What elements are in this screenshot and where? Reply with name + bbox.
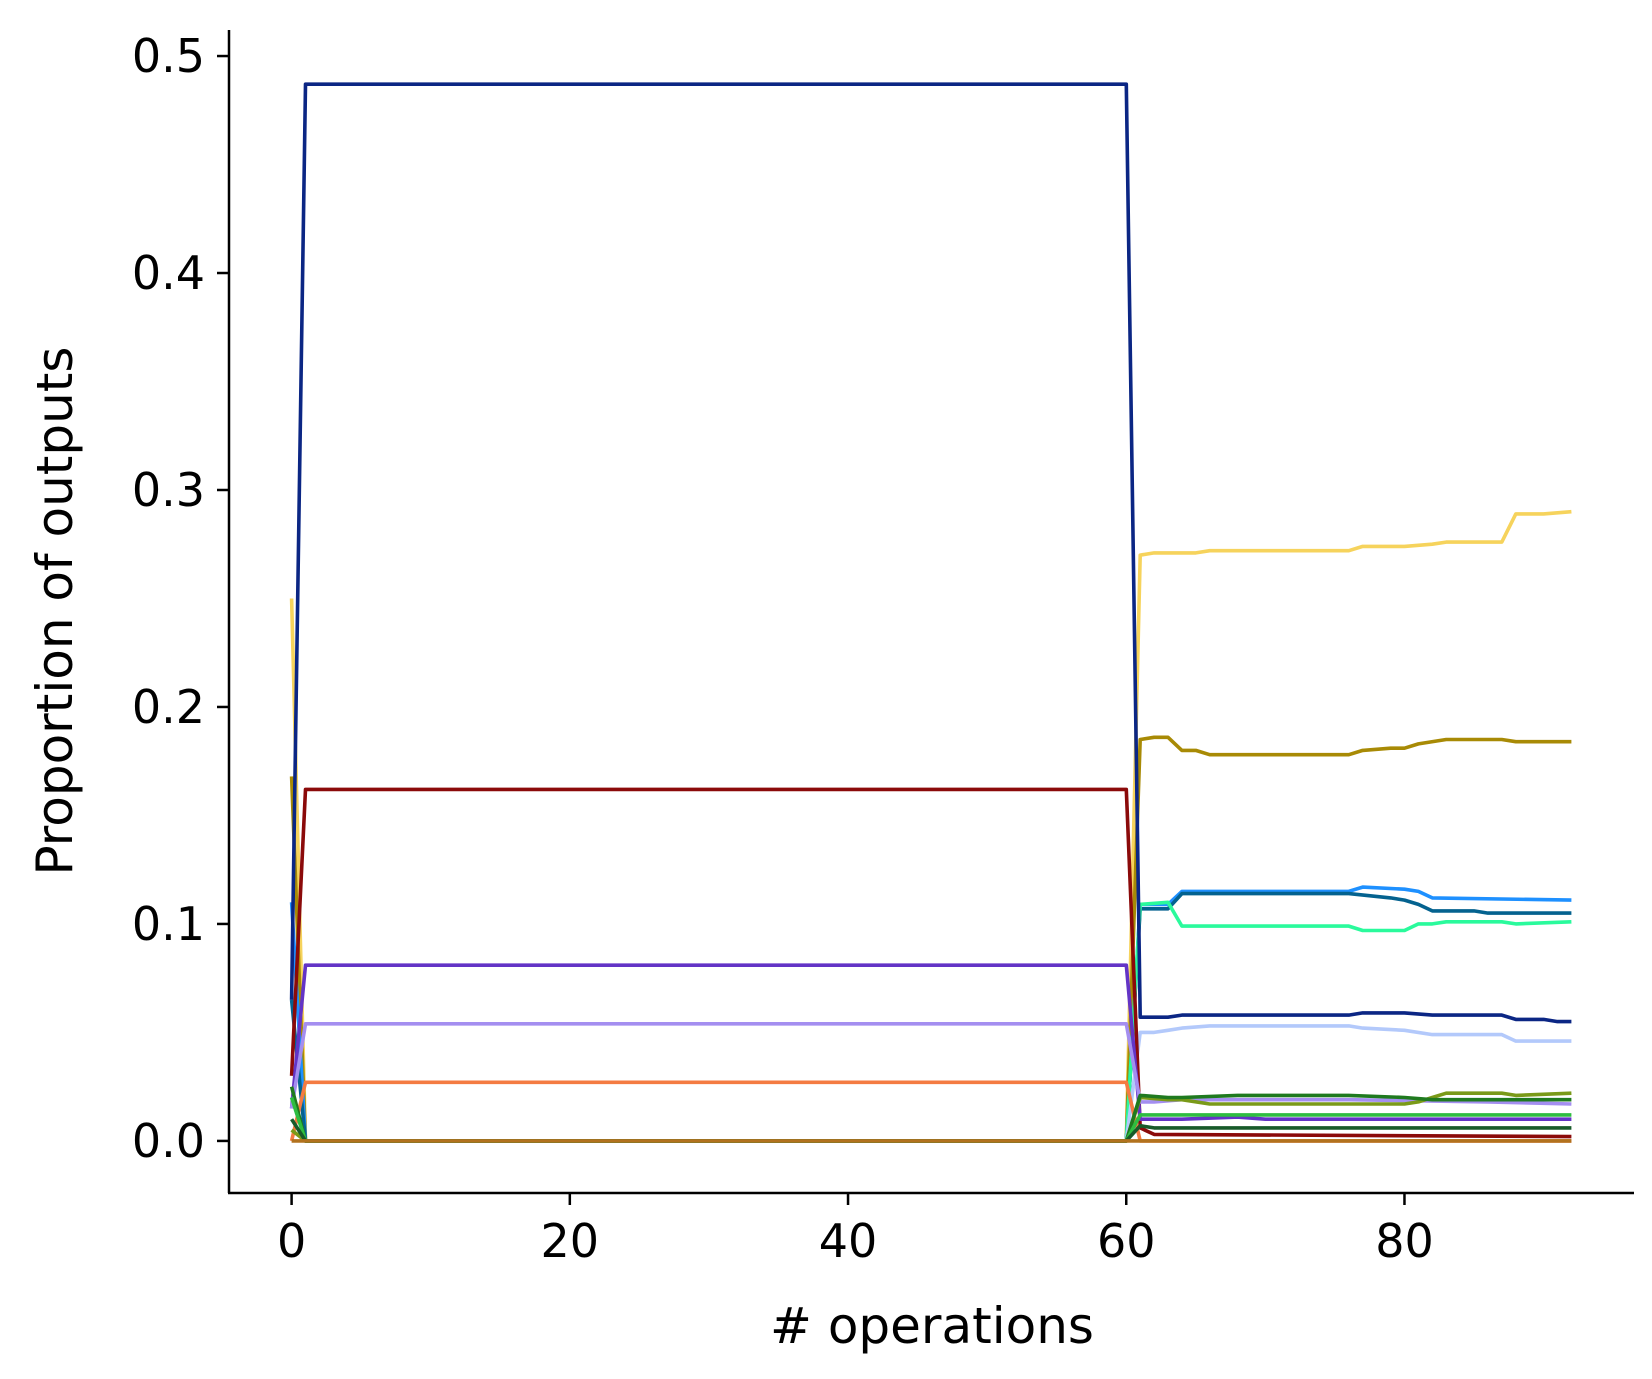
series-line-11 (289, 1080, 1572, 1143)
series-layer (289, 82, 1572, 1143)
x-axis-label: # operations (770, 1297, 1094, 1355)
y-axis-label: Proportion of outputs (26, 347, 84, 876)
y-tick-label: 0.0 (132, 1114, 205, 1168)
x-tick-label: 80 (1375, 1214, 1434, 1268)
series-line-9 (289, 963, 1572, 1121)
x-tick-label: 40 (819, 1214, 878, 1268)
series-line-2 (289, 735, 1572, 1143)
y-axis-ticks: 0.0 0.1 0.2 0.3 0.4 0.5 (132, 29, 229, 1168)
y-tick-label: 0.4 (132, 246, 205, 300)
y-tick-label: 0.1 (132, 897, 205, 951)
x-axis-ticks: 0 20 40 60 80 (277, 1193, 1434, 1268)
series-line-8 (289, 787, 1572, 1139)
y-tick-label: 0.5 (132, 29, 205, 83)
y-tick-label: 0.2 (132, 680, 205, 734)
series-line-1 (289, 509, 1572, 1143)
series-line-6 (289, 82, 1572, 1024)
x-tick-label: 20 (541, 1214, 600, 1268)
x-tick-label: 60 (1097, 1214, 1156, 1268)
x-tick-label: 0 (277, 1214, 306, 1268)
y-tick-label: 0.3 (132, 463, 205, 517)
series-line-15 (290, 1118, 1572, 1143)
